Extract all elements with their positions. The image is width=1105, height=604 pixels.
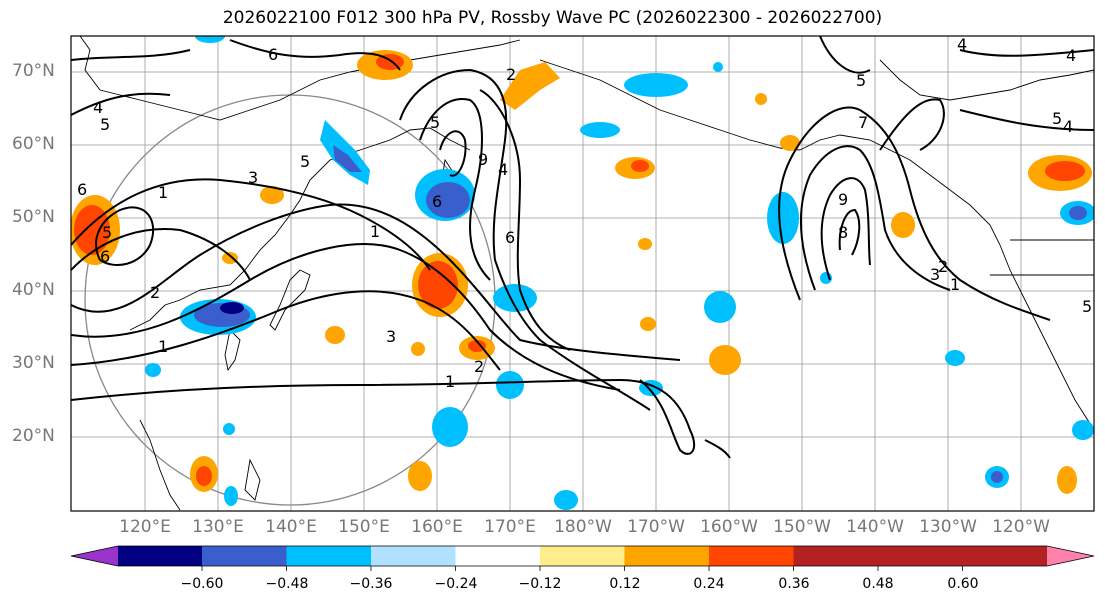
lat-label: 40°N bbox=[12, 280, 55, 300]
contour-label: 4 bbox=[957, 35, 967, 54]
colorbar-tick-label: −0.48 bbox=[265, 576, 309, 592]
colorbar-tick-label: 0.12 bbox=[609, 576, 641, 592]
colorbar-tick-label: 0.48 bbox=[862, 576, 894, 592]
lon-label: 150°W bbox=[773, 517, 831, 537]
contour-label: 2 bbox=[150, 283, 160, 302]
colorbar-tick-label: −0.12 bbox=[518, 576, 562, 592]
contour-label: 1 bbox=[950, 275, 960, 294]
colorbar-min-extension bbox=[71, 546, 118, 566]
map-title: 2026022100 F012 300 hPa PV, Rossby Wave … bbox=[222, 8, 883, 28]
contour-label: 5 bbox=[1052, 109, 1062, 128]
lon-label: 160°W bbox=[700, 517, 758, 537]
colorbar-tick-label: −0.36 bbox=[349, 576, 393, 592]
lat-label: 70°N bbox=[12, 61, 55, 81]
colorbar-tick-label: 0.24 bbox=[693, 576, 725, 592]
colorbar-cell bbox=[371, 546, 456, 566]
contour-label: 1 bbox=[445, 372, 455, 391]
colorbar-cell bbox=[624, 546, 709, 566]
lon-label: 150°E bbox=[338, 517, 390, 537]
contour-label: 6 bbox=[505, 228, 515, 247]
contour-label: 3 bbox=[386, 327, 396, 346]
colorbar-cell bbox=[202, 546, 287, 566]
contour-label: 1 bbox=[158, 183, 168, 202]
lat-label: 20°N bbox=[12, 426, 55, 446]
contour-label: 9 bbox=[478, 150, 488, 169]
lon-label: 130°W bbox=[919, 517, 977, 537]
contour-label: 6 bbox=[100, 247, 110, 266]
colorbar-cell bbox=[455, 546, 540, 566]
lon-label: 180°W bbox=[554, 517, 612, 537]
lon-label: 160°E bbox=[411, 517, 463, 537]
contour-label: 1 bbox=[370, 222, 380, 241]
graticule bbox=[71, 36, 1094, 511]
colorbar-tick-label: −0.60 bbox=[180, 576, 224, 592]
lon-label: 130°E bbox=[192, 517, 244, 537]
contour-label: 5 bbox=[102, 223, 112, 242]
lon-label: 140°W bbox=[846, 517, 904, 537]
colorbar-cell bbox=[540, 546, 625, 566]
contour-label: 7 bbox=[858, 113, 868, 132]
contour-label: 3 bbox=[248, 168, 258, 187]
contour-label: 4 bbox=[1066, 46, 1076, 65]
contour-label: 6 bbox=[77, 180, 87, 199]
contour-label: 5 bbox=[856, 71, 866, 90]
lon-label: 120°W bbox=[992, 517, 1050, 537]
colorbar-tick-label: −0.24 bbox=[434, 576, 478, 592]
map-frame bbox=[70, 35, 1095, 512]
contour-label: 4 bbox=[93, 98, 103, 117]
lon-label: 170°W bbox=[627, 517, 685, 537]
contour-label: 3 bbox=[930, 265, 940, 284]
contour-label: 5 bbox=[1082, 297, 1092, 316]
colorbar-max-extension bbox=[1047, 546, 1094, 566]
contour-label: 2 bbox=[474, 357, 484, 376]
pv-positive-anomalies bbox=[71, 50, 1092, 494]
lon-label: 170°E bbox=[484, 517, 536, 537]
contour-label: 5 bbox=[300, 152, 310, 171]
contour-label: 2 bbox=[938, 257, 948, 276]
contour-label: 4 bbox=[498, 160, 508, 179]
lon-label: 140°E bbox=[265, 517, 317, 537]
colorbar-outline bbox=[70, 545, 1095, 567]
colorbar-cell bbox=[286, 546, 371, 566]
colorbar-cell bbox=[709, 546, 794, 566]
contour-label: 5 bbox=[430, 113, 440, 132]
contour-label: 6 bbox=[268, 45, 278, 64]
colorbar-tick-label: 0.60 bbox=[947, 576, 979, 592]
contour-labels: 6 5 4 5 3 1 6 5 6 2 1 1 2 3 6 4 9 6 5 9 … bbox=[77, 35, 1092, 391]
contour-label: 2 bbox=[506, 65, 516, 84]
contour-label: 4 bbox=[1063, 117, 1073, 136]
colorbar-tick-label: 0.36 bbox=[778, 576, 810, 592]
lat-label: 50°N bbox=[12, 207, 55, 227]
colorbar bbox=[70, 545, 1095, 571]
rossby-contours bbox=[71, 36, 1094, 459]
colorbar-cell bbox=[793, 546, 1047, 566]
contour-label: 8 bbox=[838, 223, 848, 242]
contour-label: 9 bbox=[838, 190, 848, 209]
contour-label: 1 bbox=[158, 337, 168, 356]
coastlines bbox=[79, 36, 1094, 511]
pv-negative-anomalies bbox=[145, 36, 1094, 510]
contour-label: 6 bbox=[432, 192, 442, 211]
contour-label: 5 bbox=[100, 115, 110, 134]
lon-label: 120°E bbox=[119, 517, 171, 537]
colorbar-cell bbox=[118, 546, 202, 566]
lat-label: 60°N bbox=[12, 134, 55, 154]
lat-label: 30°N bbox=[12, 353, 55, 373]
